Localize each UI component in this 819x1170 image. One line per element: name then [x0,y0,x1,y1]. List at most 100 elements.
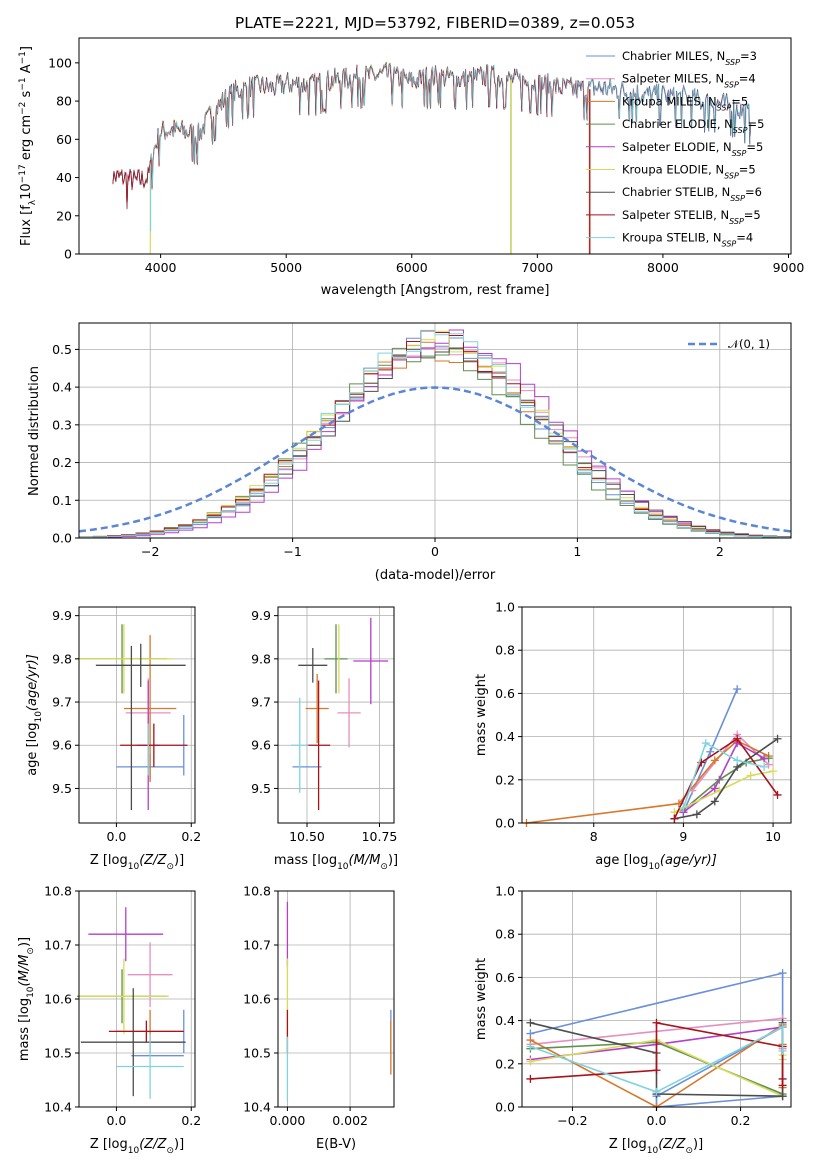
y-tick-label: 0 [64,247,72,262]
legend-entry: Chabrier STELIB, NSSP=6 [622,185,762,203]
y-tick-label: 9.5 [251,781,271,796]
weight-point [778,1081,787,1090]
legend-entry: Kroupa MILES, NSSP=5 [622,94,748,112]
weight-point [778,1046,787,1055]
weight-line-kroupa-stelib [530,1025,784,1093]
spectrum-ylabel: Flux [fλ10−17 erg cm−2 s−1 A−1] [18,46,38,246]
mass-vs-EBV-panel: 0.000 0.002 10.4 10.5 10.6 10.7 10.8 E(B-V) [243,884,395,1152]
y-tick-label: 0.0 [52,531,72,546]
age-vs-Z-errorbars [75,624,188,811]
age-vs-Z-grid [79,607,195,823]
x-tick-label: 0.000 [270,1113,306,1128]
x-tick-label: 6000 [396,260,428,275]
x-tick-label: 8 [590,829,598,844]
legend-entry: Chabrier ELODIE, NSSP=5 [622,117,764,135]
y-tick-label: 0.0 [495,1100,515,1115]
age-vs-Z-ylabel: age [log10(age/yr)] [25,654,44,776]
weight-point [746,771,755,780]
y-tick-label: 20 [56,208,72,223]
spectrum-line-salpeter-stelib [112,63,590,207]
x-tick-label: 0 [431,544,439,559]
y-tick-label: 10.6 [243,992,271,1007]
weight-vs-age-xlabel: age [log10(age/yr)] [595,853,717,872]
weight-vs-age-grid [522,606,791,824]
x-tick-label: 10 [765,829,781,844]
figure-title: PLATE=2221, MJD=53792, FIBERID=0389, z=0… [235,14,635,32]
y-tick-label: 0.3 [52,417,72,432]
y-tick-label: 100 [48,55,72,70]
y-tick-label: 0.2 [495,1056,515,1071]
x-tick-label: −2 [141,544,159,559]
age-vs-mass-panel: 10.50 10.75 9.5 9.6 9.7 9.8 9.9 mass [log10(M/… [251,606,398,872]
x-tick-label: −0.2 [557,1113,587,1128]
mass-vs-EBV-grid [278,890,394,1108]
mass-vs-EBV-ticks: 0.000 0.002 10.4 10.5 10.6 10.7 10.8 [243,884,368,1129]
y-tick-label: 10.5 [44,1046,72,1061]
weight-vs-age-ylabel: mass weight [474,674,489,756]
weight-point [526,1057,535,1066]
y-tick-label: 60 [56,132,72,147]
weight-point [710,797,719,806]
y-tick-label: 10.8 [243,884,271,899]
legend-entry: Salpeter MILES, NSSP=4 [622,72,756,90]
age-vs-Z-axes-frame [78,606,196,824]
x-tick-label: 10.50 [289,829,325,844]
weight-point [652,1087,661,1096]
weight-point [778,1023,787,1032]
mass-vs-Z-ylabel: mass [log10(M/M⊙)] [17,937,36,1061]
x-tick-label: −1 [283,544,301,559]
weight-vs-Z-ylabel: mass weight [474,958,489,1040]
residual-panel: −2 −1 0 1 2 0.0 0.1 0.2 0.3 0.4 0.5 (data-model)/e… [27,322,792,583]
y-tick-label: 0.4 [495,1013,515,1028]
weight-point [692,810,701,819]
x-tick-label: 7000 [521,260,553,275]
y-tick-label: 9.6 [52,738,72,753]
legend-entry: Kroupa STELIB, NSSP=4 [622,231,753,249]
weight-line-chabrier-elodie [682,757,769,811]
residual-xlabel: (data-model)/error [375,568,496,583]
y-tick-label: 0.5 [52,342,72,357]
y-tick-label: 40 [56,170,72,185]
mass-vs-Z-errorbars [77,907,186,1099]
weight-vs-Z-lines [526,969,787,1111]
weight-point [710,756,719,765]
mass-vs-Z-ticks: 0.0 0.2 10.4 10.5 10.6 10.7 10.8 [44,884,201,1129]
mass-vs-EBV-errorbars [286,901,392,1102]
weight-point [652,1018,661,1027]
weight-vs-Z-xlabel: Z [log10(Z/Z⊙)] [609,1137,703,1156]
weight-vs-age-panel: 8 9 10 0.0 0.2 0.4 0.6 0.8 1.0 age [log10(age/yr… [474,600,792,872]
y-tick-label: 9.9 [251,608,271,623]
weight-point [701,739,710,748]
weight-point [773,790,782,799]
normal-curve [78,386,792,533]
weight-point [526,1018,535,1027]
normal-legend-label: 𝒩(0, 1) [728,337,770,351]
weight-point [773,734,782,743]
legend-entry: Salpeter STELIB, NSSP=5 [622,208,761,226]
y-tick-label: 0.4 [52,380,72,395]
spectrum-lines [112,61,752,254]
y-tick-label: 9.7 [52,695,72,710]
weight-vs-age-ticks: 8 9 10 0.0 0.2 0.4 0.6 0.8 1.0 [495,600,781,845]
y-tick-label: 9.7 [251,695,271,710]
weight-point [733,756,742,765]
y-tick-label: 9.5 [52,781,72,796]
residual-legend: 𝒩(0, 1) [688,337,770,351]
y-tick-label: 0.8 [495,643,515,658]
weight-point [670,814,679,823]
weight-point [652,1066,661,1075]
histogram-kroupa-stelib [78,329,792,538]
y-tick-label: 0.4 [495,729,515,744]
weight-point [760,762,769,771]
residual-ylabel: Normed distribution [27,366,42,496]
y-tick-label: 80 [56,94,72,109]
legend-entry: Chabrier MILES, NSSP=3 [622,49,757,67]
x-tick-label: 0.2 [731,1113,751,1128]
weight-point [526,1074,535,1083]
x-tick-label: 5000 [270,260,302,275]
y-tick-label: 0.1 [52,493,72,508]
age-vs-mass-ticks: 10.50 10.75 9.5 9.6 9.7 9.8 9.9 [251,608,397,844]
weight-point [733,685,742,694]
x-tick-label: 0.0 [106,1113,126,1128]
